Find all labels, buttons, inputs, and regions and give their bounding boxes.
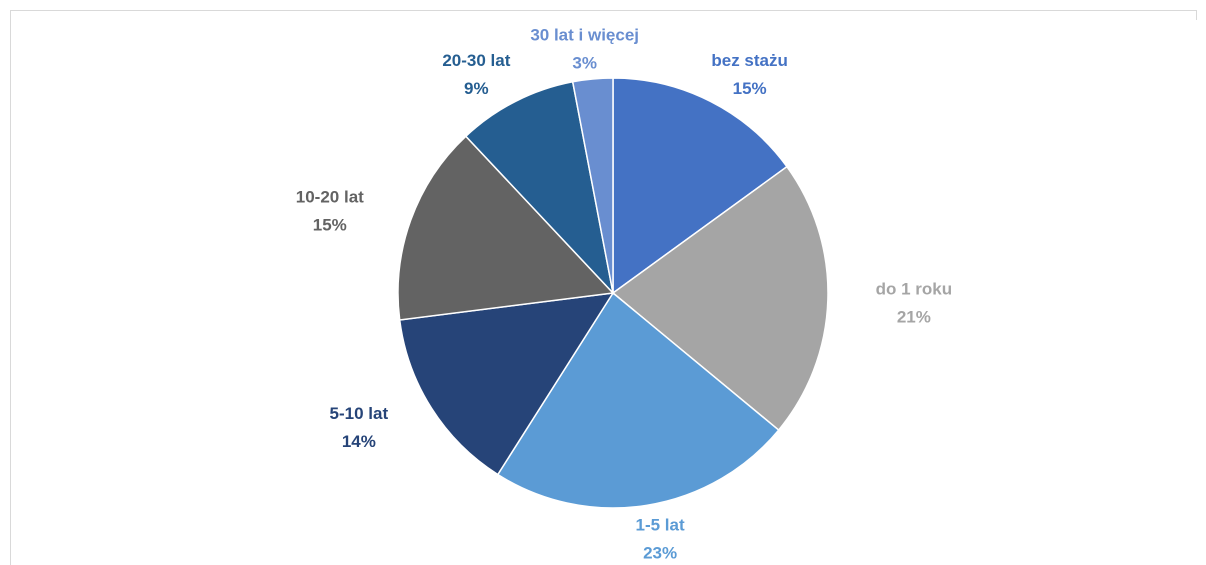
slice-value: 15% <box>313 216 347 235</box>
slice-label: bez stażu <box>711 51 788 70</box>
slice-label: 30 lat i więcej <box>530 25 639 44</box>
pie-slice <box>496 291 780 509</box>
slice-value: 14% <box>342 432 376 451</box>
pie-slice <box>398 292 615 476</box>
pie-slice <box>571 77 614 294</box>
slice-value: 15% <box>733 79 767 98</box>
pie-slice <box>397 135 615 321</box>
slice-label: 1-5 lat <box>636 516 685 535</box>
pie-slice <box>464 80 615 296</box>
slice-label: 5-10 lat <box>330 404 389 423</box>
slice-value: 23% <box>643 544 677 563</box>
slice-value: 9% <box>464 79 489 98</box>
slice-label: do 1 roku <box>876 279 953 298</box>
pie-slice <box>611 165 829 432</box>
slice-value: 21% <box>897 307 931 326</box>
slice-label: 20-30 lat <box>442 51 510 70</box>
slice-value: 3% <box>572 53 597 72</box>
pie-slice <box>612 77 788 295</box>
slice-label: 10-20 lat <box>296 188 364 207</box>
